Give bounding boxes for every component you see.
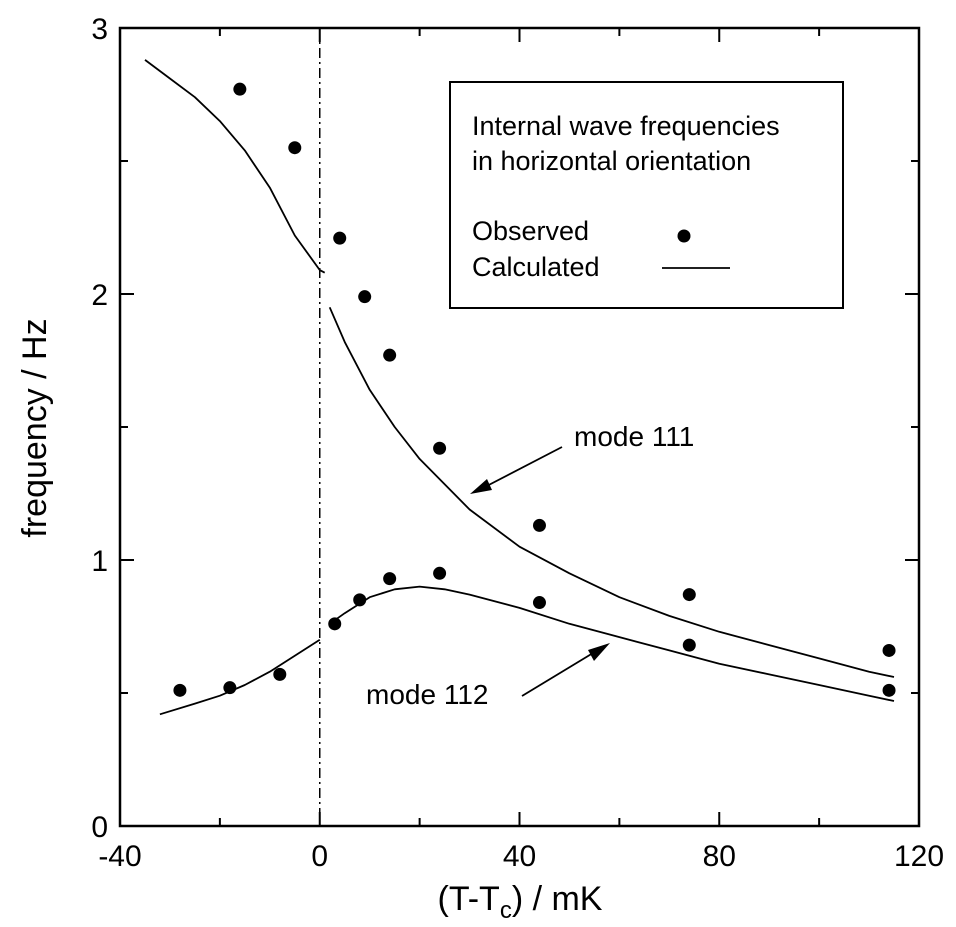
observed-point-mode-111 — [233, 82, 247, 96]
legend-observed-label: Observed — [472, 216, 589, 246]
legend-calculated-label: Calculated — [472, 252, 600, 282]
legend-title-line1: Internal wave frequencies — [472, 111, 780, 141]
annotation-mode-111-arrow — [480, 446, 563, 490]
annotation-mode-112: mode 112 — [366, 643, 610, 710]
calculated-curve-mode-111 — [144, 59, 326, 274]
observed-point-mode-112 — [173, 683, 187, 697]
observed-point-mode-112 — [433, 566, 447, 580]
calculated-curves — [144, 59, 895, 716]
y-tick-label: 0 — [91, 811, 108, 844]
observed-points — [173, 82, 896, 697]
legend-observed-marker — [677, 229, 691, 243]
y-tick-label: 3 — [91, 13, 108, 46]
x-axis-ticks: -40 0 40 80 120 — [98, 28, 944, 873]
calculated-curve-mode-112 — [329, 585, 895, 702]
x-axis-title: (T-Tc) / mK — [438, 880, 603, 924]
observed-point-mode-112 — [532, 596, 546, 610]
observed-point-mode-111 — [433, 441, 447, 455]
observed-point-mode-111 — [288, 141, 302, 155]
observed-point-mode-112 — [882, 683, 896, 697]
legend: Internal wave frequencies in horizontal … — [449, 81, 844, 309]
calculated-curve-mode-112 — [159, 639, 321, 716]
y-axis-title: frequency / Hz — [16, 318, 54, 537]
observed-point-mode-111 — [358, 290, 372, 304]
observed-point-mode-112 — [383, 572, 397, 586]
x-tick-label: 120 — [894, 840, 944, 873]
x-tick-label: -40 — [98, 840, 141, 873]
observed-point-mode-111 — [333, 231, 347, 245]
annotation-mode-111: mode 111 — [470, 421, 694, 494]
legend-title-line2: in horizontal orientation — [472, 146, 751, 176]
y-tick-label: 1 — [91, 545, 108, 578]
observed-point-mode-111 — [383, 348, 397, 362]
observed-point-mode-112 — [223, 681, 237, 695]
y-tick-label: 2 — [91, 279, 108, 312]
observed-point-mode-111 — [532, 518, 546, 532]
observed-point-mode-112 — [328, 617, 342, 631]
annotation-mode-111-arrowhead — [470, 479, 492, 494]
calculated-curve-mode-111 — [328, 306, 895, 678]
x-tick-label: 0 — [311, 840, 328, 873]
observed-point-mode-112 — [682, 638, 696, 652]
x-tick-label: 80 — [703, 840, 736, 873]
x-tick-label: 40 — [503, 840, 536, 873]
observed-point-mode-112 — [353, 593, 367, 607]
annotation-mode-112-arrow — [521, 649, 599, 697]
observed-point-mode-111 — [882, 643, 896, 657]
annotation-mode-111-label: mode 111 — [574, 421, 694, 452]
annotation-mode-112-arrowhead — [588, 643, 610, 661]
annotation-mode-112-label: mode 112 — [366, 679, 488, 710]
legend-box — [449, 81, 844, 309]
y-axis-ticks: 0 1 2 3 — [91, 13, 919, 844]
observed-point-mode-111 — [682, 588, 696, 602]
observed-point-mode-112 — [273, 667, 287, 681]
